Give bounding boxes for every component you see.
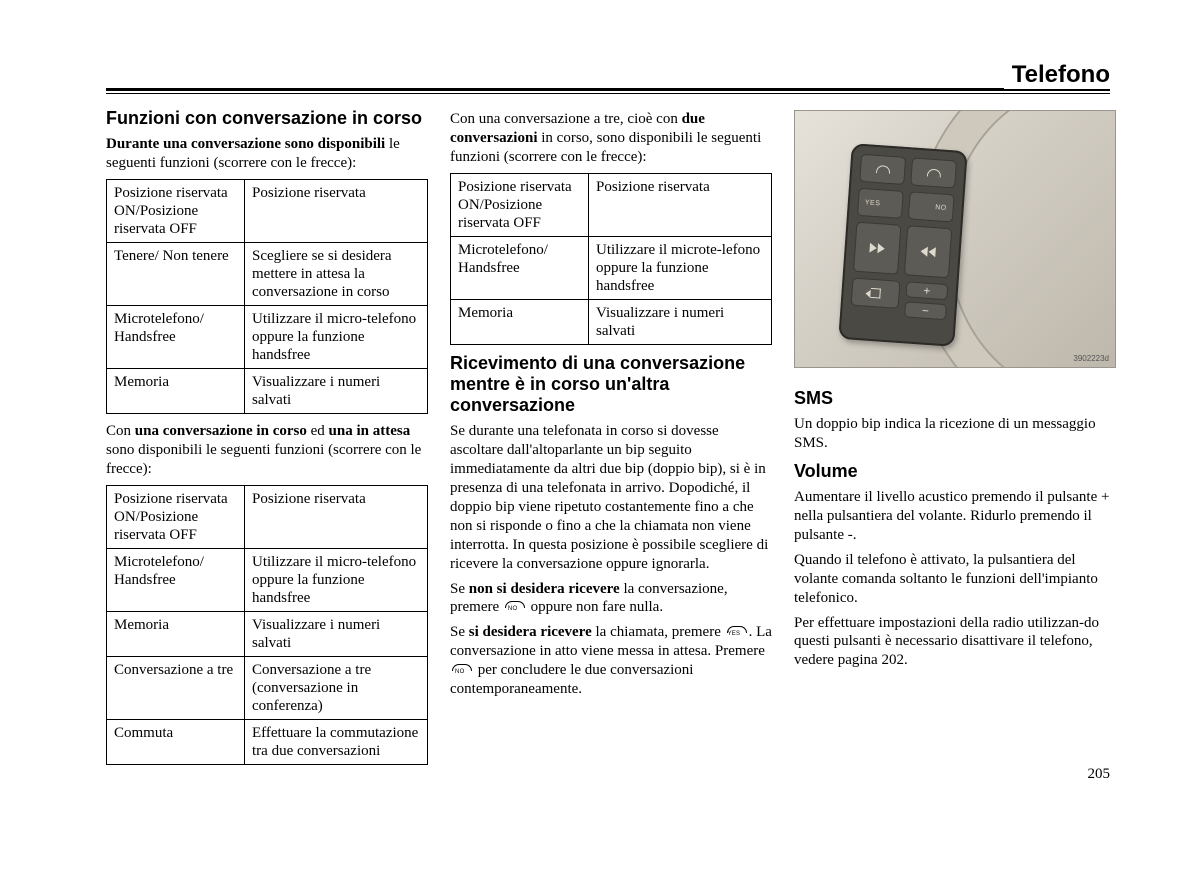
table-row: MemoriaVisualizzare i numeri salvati: [107, 369, 428, 414]
page: Telefono Funzioni con conversazione in c…: [0, 0, 1200, 803]
col2-p3: Se si desidera ricevere la chiamata, pre…: [450, 623, 772, 699]
yes-label: YES: [857, 188, 904, 219]
t: oppure non fare nulla.: [527, 599, 663, 615]
cell: Commuta: [107, 719, 245, 764]
t: ed: [307, 423, 329, 439]
col2-p1: Se durante una telefonata in corso si do…: [450, 422, 772, 573]
cell: Memoria: [107, 611, 245, 656]
phone-no-icon: [504, 601, 526, 613]
keypad-row: [853, 222, 952, 279]
t: Con una conversazione a tre, cioè con: [450, 111, 682, 127]
header-title: Telefono: [1004, 61, 1110, 89]
col1-heading: Funzioni con conversazione in corso: [106, 108, 428, 129]
col1-intro-bold: Durante una conversazione sono disponibi…: [106, 136, 385, 152]
phone-no-button: [910, 157, 957, 188]
table-row: MemoriaVisualizzare i numeri salvati: [451, 299, 772, 344]
cell: Conversazione a tre: [107, 656, 245, 719]
speaker-icon: [870, 288, 881, 299]
no-label: NO: [908, 191, 955, 222]
cell: Utilizzare il microte-lefono oppure la f…: [589, 236, 772, 299]
cell: Effettuare la commutazione tra due conve…: [245, 719, 428, 764]
cell: Visualizzare i numeri salvati: [245, 611, 428, 656]
cell: Posizione riservata ON/Posizione riserva…: [451, 173, 589, 236]
col1-table1: Posizione riservata ON/Posizione riserva…: [106, 179, 428, 414]
col2-p2: Se non si desidera ricevere la conversaz…: [450, 580, 772, 618]
t: una in attesa: [329, 423, 411, 439]
cell: Utilizzare il micro-telefono oppure la f…: [245, 548, 428, 611]
sms-heading: SMS: [794, 388, 1116, 409]
table-row: Posizione riservata ON/Posizione riserva…: [107, 180, 428, 243]
volume-down-button: −: [904, 301, 947, 320]
t: Se: [450, 624, 469, 640]
volume-p3: Per effettuare impostazioni della radio …: [794, 614, 1116, 671]
t: Se: [450, 581, 469, 597]
sms-text: Un doppio bip indica la ricezione di un …: [794, 415, 1116, 453]
volume-up-button: +: [905, 281, 948, 300]
columns: Funzioni con conversazione in corso Dura…: [106, 100, 1110, 773]
keypad-row: YES NO: [857, 188, 955, 223]
cell: Posizione riservata ON/Posizione riserva…: [107, 485, 245, 548]
volume-p2: Quando il telefono è attivato, la pulsan…: [794, 551, 1116, 608]
table-row: Microtelefono/ HandsfreeUtilizzare il mi…: [451, 236, 772, 299]
cell: Memoria: [107, 369, 245, 414]
cell: Conversazione a tre (conversazione in co…: [245, 656, 428, 719]
table-row: MemoriaVisualizzare i numeri salvati: [107, 611, 428, 656]
phone-icon: [926, 168, 941, 177]
keypad-row: [859, 154, 957, 189]
volume-p1: Aumentare il livello acustico premendo i…: [794, 488, 1116, 545]
header-rule: Telefono: [106, 88, 1110, 94]
t: una conversazione in corso: [135, 423, 307, 439]
figure-reference: 3902223d: [1073, 354, 1109, 363]
table-row: Posizione riservata ON/Posizione riserva…: [107, 485, 428, 548]
cell: Visualizzare i numeri salvati: [589, 299, 772, 344]
col2-table3: Posizione riservata ON/Posizione riserva…: [450, 173, 772, 345]
keypad-row: + −: [850, 278, 948, 321]
table-row: Microtelefono/ HandsfreeUtilizzare il mi…: [107, 306, 428, 369]
col2-heading: Ricevimento di una conversazione mentre …: [450, 353, 772, 417]
t: per concludere le due conversazioni cont…: [450, 662, 693, 697]
phone-no-icon: [451, 664, 473, 676]
cell: Posizione riservata: [245, 180, 428, 243]
cell: Memoria: [451, 299, 589, 344]
col1-intro: Durante una conversazione sono disponibi…: [106, 135, 428, 173]
table-row: Conversazione a treConversazione a tre (…: [107, 656, 428, 719]
table-row: Posizione riservata ON/Posizione riserva…: [451, 173, 772, 236]
t: non si desidera ricevere: [469, 581, 620, 597]
col1-table2: Posizione riservata ON/Posizione riserva…: [106, 485, 428, 765]
t: sono disponibili le seguenti funzioni (s…: [106, 442, 421, 477]
t: Con: [106, 423, 135, 439]
volume-heading: Volume: [794, 461, 1116, 482]
cell: Posizione riservata: [245, 485, 428, 548]
cell: Posizione riservata ON/Posizione riserva…: [107, 180, 245, 243]
cell: Tenere/ Non tenere: [107, 243, 245, 306]
cell: Microtelefono/ Handsfree: [451, 236, 589, 299]
phone-yes-icon: [726, 626, 748, 638]
cell: Microtelefono/ Handsfree: [107, 548, 245, 611]
phone-icon: [875, 165, 890, 174]
col1-mid: Con una conversazione in corso ed una in…: [106, 422, 428, 479]
next-track-button: [853, 222, 901, 275]
mute-button: [851, 278, 901, 309]
column-2: Con una conversazione a tre, cioè con du…: [450, 100, 772, 773]
page-number: 205: [1088, 766, 1111, 783]
prev-track-button: [904, 225, 952, 278]
cell: Utilizzare il micro-telefono oppure la f…: [245, 306, 428, 369]
column-1: Funzioni con conversazione in corso Dura…: [106, 100, 428, 773]
table-row: Tenere/ Non tenereScegliere se si deside…: [107, 243, 428, 306]
cell: Scegliere se si desidera mettere in atte…: [245, 243, 428, 306]
volume-buttons: + −: [904, 281, 948, 320]
keypad: YES NO + −: [838, 143, 967, 347]
cell: Posizione riservata: [589, 173, 772, 236]
t: la chiamata, premere: [592, 624, 725, 640]
col2-intro: Con una conversazione a tre, cioè con du…: [450, 110, 772, 167]
cell: Microtelefono/ Handsfree: [107, 306, 245, 369]
table-row: Microtelefono/ HandsfreeUtilizzare il mi…: [107, 548, 428, 611]
t: si desidera ricevere: [469, 624, 592, 640]
cell: Visualizzare i numeri salvati: [245, 369, 428, 414]
table-row: CommutaEffettuare la commutazione tra du…: [107, 719, 428, 764]
column-3: YES NO + − 3902223d: [794, 100, 1116, 773]
steering-wheel-figure: YES NO + − 3902223d: [794, 110, 1116, 368]
phone-yes-button: [859, 154, 906, 185]
